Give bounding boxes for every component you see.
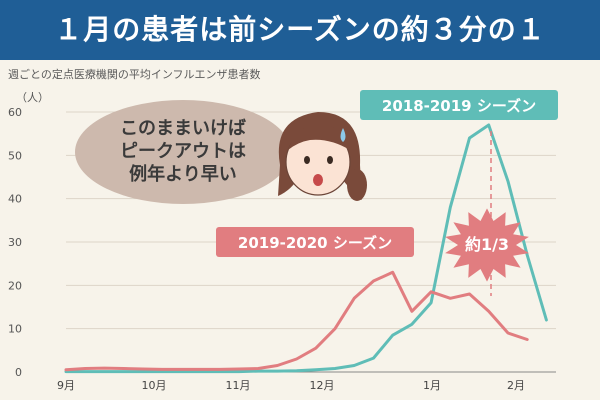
- page-title: １月の患者は前シーズンの約３分の１: [54, 13, 546, 46]
- x-tick-label: 1月: [423, 379, 441, 392]
- y-tick-label: 60: [8, 106, 22, 119]
- series-line-1: [64, 270, 529, 372]
- legend-2018-badge: [360, 90, 558, 120]
- x-tick-label: 11月: [226, 379, 251, 392]
- bubble-line: 例年より早い: [129, 163, 237, 185]
- legend-2019-badge: [216, 227, 414, 257]
- x-tick-label: 10月: [142, 379, 167, 392]
- legend-2018-label: 2018-2019 シーズン: [382, 97, 536, 115]
- chart-subtitle: 週ごとの定点医療機関の平均インフルエンザ患者数: [8, 68, 261, 81]
- series-line-0: [64, 123, 548, 374]
- y-tick-label: 50: [8, 149, 22, 162]
- y-tick-label: 30: [8, 236, 22, 249]
- bubble-line: ピークアウトは: [120, 141, 246, 162]
- y-tick-label: 0: [15, 366, 22, 379]
- bubble-line: このままいけば: [120, 118, 246, 139]
- x-tick-label: 9月: [57, 379, 75, 392]
- y-tick-label: 40: [8, 193, 22, 206]
- legend-2019-label: 2019-2020 シーズン: [238, 234, 392, 252]
- burst-callout: [445, 208, 529, 282]
- thought-bubble: [75, 100, 291, 204]
- y-tick-label: 20: [8, 279, 22, 292]
- y-tick-label: 10: [8, 323, 22, 336]
- y-axis-unit: （人）: [16, 91, 49, 104]
- x-tick-label: 2月: [507, 379, 525, 392]
- header-bar: １月の患者は前シーズンの約３分の１: [0, 0, 600, 60]
- worried-woman-icon: [278, 112, 367, 201]
- burst-label: 約1/3: [465, 235, 509, 254]
- x-tick-label: 12月: [310, 379, 335, 392]
